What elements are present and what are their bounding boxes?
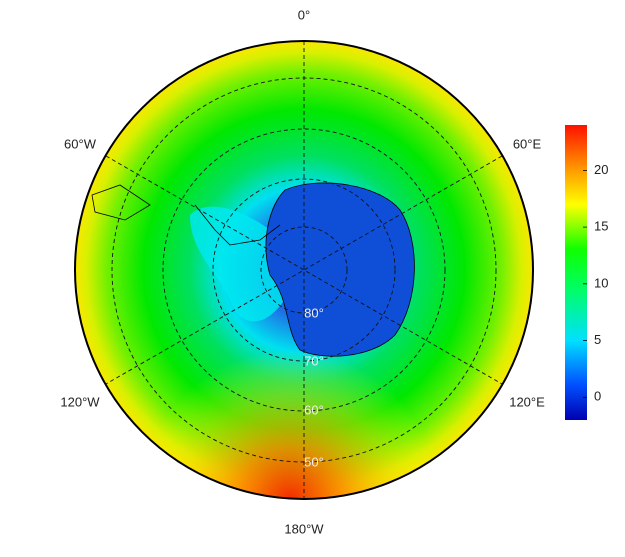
colorbar-axis: 0 5 10 15 20 bbox=[583, 162, 608, 404]
lat-label: 50° bbox=[304, 454, 324, 469]
map-border bbox=[74, 40, 534, 500]
lat-label: 70° bbox=[304, 353, 324, 368]
lon-label: 120°W bbox=[60, 394, 100, 409]
lon-label: 120°E bbox=[509, 394, 545, 409]
lon-label: 180°W bbox=[284, 521, 324, 536]
colorbar-tick-label: 10 bbox=[594, 275, 608, 290]
colorbar bbox=[565, 125, 587, 420]
colorbar-tick-label: 0 bbox=[594, 389, 601, 404]
graticule bbox=[105, 41, 503, 499]
lon-label: 60°E bbox=[513, 136, 542, 151]
colorbar-tick-label: 20 bbox=[594, 162, 608, 177]
lat-label: 60° bbox=[304, 402, 324, 417]
lon-label: 60°W bbox=[64, 136, 97, 151]
colorbar-tick-label: 15 bbox=[594, 219, 608, 234]
colorbar-tick-label: 5 bbox=[594, 332, 601, 347]
lat-label: 80° bbox=[304, 305, 324, 320]
lon-label: 0° bbox=[298, 7, 310, 22]
